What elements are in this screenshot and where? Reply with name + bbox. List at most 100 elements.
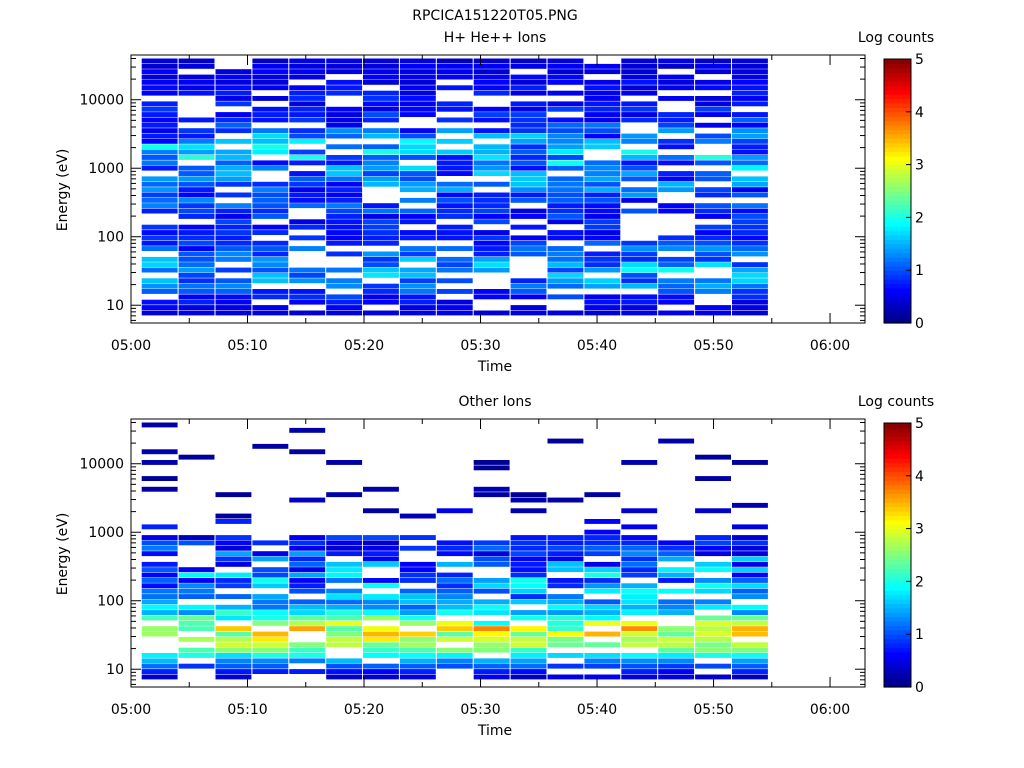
heatmap-cell bbox=[436, 246, 473, 251]
heatmap-cell bbox=[326, 197, 363, 203]
heatmap-cell bbox=[473, 181, 510, 187]
heatmap-cell bbox=[473, 267, 510, 273]
heatmap-cell bbox=[178, 138, 215, 144]
colorbar-swatch bbox=[884, 292, 911, 298]
heatmap-cell bbox=[178, 294, 215, 300]
heatmap-cell bbox=[399, 208, 436, 214]
heatmap-cell bbox=[510, 112, 547, 117]
heatmap-cell bbox=[178, 230, 215, 235]
heatmap-cell bbox=[584, 305, 621, 310]
heatmap-cell bbox=[732, 79, 768, 85]
heatmap-cell bbox=[732, 96, 768, 101]
heatmap-cell bbox=[141, 476, 178, 481]
heatmap-cell bbox=[658, 203, 695, 209]
heatmap-cell bbox=[399, 647, 436, 653]
heatmap-cell bbox=[178, 128, 215, 134]
heatmap-cell bbox=[289, 160, 326, 166]
heatmap-cell bbox=[510, 561, 547, 567]
heatmap-cell bbox=[695, 631, 731, 637]
colorbar-swatch bbox=[884, 673, 911, 679]
colorbar-swatch bbox=[884, 436, 911, 442]
heatmap-cell bbox=[252, 262, 289, 268]
colorbar-swatch bbox=[884, 471, 911, 477]
heatmap-cell bbox=[732, 219, 768, 225]
heatmap-cell bbox=[289, 294, 326, 300]
heatmap-cell bbox=[732, 58, 768, 64]
heatmap-cell bbox=[584, 663, 621, 669]
heatmap-cell bbox=[732, 63, 768, 69]
y-tick-label: 10000 bbox=[79, 457, 124, 473]
heatmap-cell bbox=[178, 187, 215, 193]
heatmap-cell bbox=[621, 551, 658, 557]
heatmap-cell bbox=[215, 513, 252, 519]
heatmap-cell bbox=[289, 90, 326, 96]
heatmap-cell bbox=[363, 181, 399, 187]
heatmap-cell bbox=[473, 58, 510, 64]
heatmap-cell bbox=[658, 674, 695, 680]
heatmap-cell bbox=[510, 551, 547, 557]
heatmap-cell bbox=[399, 187, 436, 193]
panel2-heatmap bbox=[141, 422, 768, 680]
colorbar-swatch bbox=[884, 116, 911, 122]
colorbar-swatch bbox=[884, 515, 911, 521]
heatmap-cell bbox=[584, 128, 621, 134]
heatmap-cell bbox=[215, 663, 252, 669]
heatmap-cell bbox=[436, 299, 473, 305]
colorbar-swatch bbox=[884, 563, 911, 569]
heatmap-cell bbox=[289, 658, 326, 664]
heatmap-cell bbox=[547, 122, 584, 128]
colorbar-swatch bbox=[884, 217, 911, 223]
colorbar-swatch bbox=[884, 296, 911, 302]
heatmap-cell bbox=[326, 658, 363, 664]
heatmap-cell bbox=[547, 294, 584, 300]
heatmap-cell bbox=[473, 171, 510, 176]
heatmap-cell bbox=[326, 604, 363, 610]
heatmap-cell bbox=[215, 604, 252, 610]
colorbar-swatch bbox=[884, 467, 911, 472]
heatmap-cell bbox=[252, 197, 289, 203]
colorbar-swatch bbox=[884, 533, 911, 538]
heatmap-cell bbox=[436, 647, 473, 653]
heatmap-cell bbox=[658, 155, 695, 160]
heatmap-cell bbox=[363, 69, 399, 75]
colorbar-swatch bbox=[884, 72, 911, 78]
colorbar-swatch bbox=[884, 651, 911, 657]
heatmap-cell bbox=[178, 214, 215, 219]
heatmap-cell bbox=[363, 224, 399, 230]
heatmap-cell bbox=[363, 171, 399, 176]
panel1-colorbar: 0 1 2 3 4 5 bbox=[883, 52, 924, 332]
heatmap-cell bbox=[252, 653, 289, 658]
heatmap-cell bbox=[732, 128, 768, 134]
heatmap-cell bbox=[252, 165, 289, 171]
heatmap-cell bbox=[399, 631, 436, 637]
heatmap-cell bbox=[732, 289, 768, 294]
heatmap-cell bbox=[141, 653, 178, 658]
heatmap-cell bbox=[436, 149, 473, 155]
heatmap-cell bbox=[695, 583, 731, 589]
heatmap-cell bbox=[584, 63, 621, 69]
heatmap-cell bbox=[289, 197, 326, 203]
heatmap-cell bbox=[473, 647, 510, 653]
heatmap-cell bbox=[547, 63, 584, 69]
heatmap-cell bbox=[141, 165, 178, 171]
heatmap-cell bbox=[658, 572, 695, 578]
heatmap-cell bbox=[658, 246, 695, 251]
colorbar-swatch bbox=[884, 555, 911, 560]
heatmap-cell bbox=[473, 240, 510, 246]
heatmap-cell bbox=[178, 208, 215, 214]
heatmap-cell bbox=[141, 149, 178, 155]
heatmap-cell bbox=[473, 669, 510, 674]
colorbar-swatch bbox=[884, 63, 911, 69]
heatmap-cell bbox=[363, 219, 399, 225]
heatmap-cell bbox=[436, 631, 473, 637]
heatmap-cell bbox=[326, 106, 363, 112]
heatmap-cell bbox=[510, 187, 547, 193]
heatmap-cell bbox=[695, 133, 731, 139]
y-tick-label: 10 bbox=[106, 298, 124, 314]
heatmap-cell bbox=[363, 594, 399, 599]
heatmap-cell bbox=[399, 79, 436, 85]
heatmap-cell bbox=[141, 524, 178, 530]
heatmap-cell bbox=[658, 240, 695, 246]
heatmap-cell bbox=[732, 246, 768, 251]
heatmap-cell bbox=[436, 262, 473, 268]
